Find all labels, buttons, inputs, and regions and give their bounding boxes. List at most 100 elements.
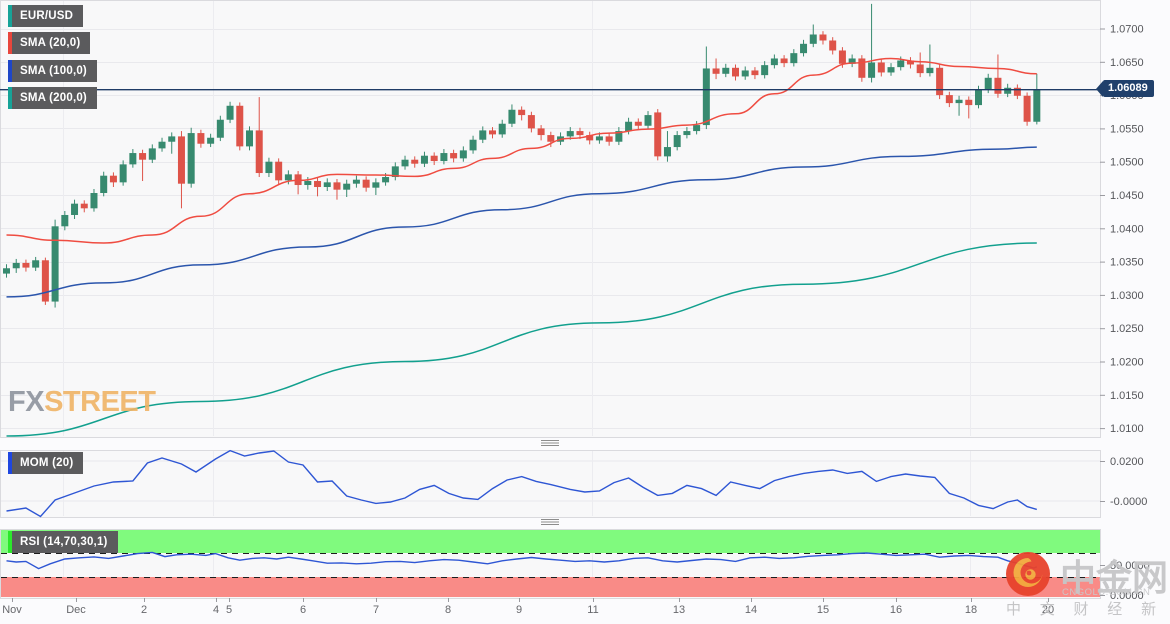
candle	[751, 70, 759, 76]
sma200-badge[interactable]: SMA (200,0)	[8, 87, 97, 109]
candle	[236, 105, 244, 147]
cngold-watermark-title: 中金网	[1060, 558, 1169, 599]
candle	[187, 133, 195, 184]
candle	[168, 136, 176, 142]
candle	[119, 164, 127, 183]
rsi-badge[interactable]: RSI (14,70,30,1)	[8, 531, 118, 553]
candle	[158, 141, 166, 149]
candle	[362, 179, 370, 188]
pane-splitter-grip-1[interactable]	[541, 440, 559, 448]
candle	[391, 166, 399, 178]
x-axis-label: 18	[965, 604, 977, 616]
cngold-watermark-domain: CNGOLD.COM.CN	[1062, 587, 1151, 598]
candle	[615, 131, 623, 142]
x-axis-label: 13	[673, 604, 685, 616]
candle	[450, 153, 458, 159]
candle	[401, 159, 409, 167]
y-axis-label: 1.0350	[1110, 257, 1144, 269]
candle	[3, 268, 10, 274]
candle	[207, 137, 215, 144]
cngold-watermark: 中金网 CNGOLD.COM.CN 中 文 财 经 新 媒 体	[1004, 548, 1170, 618]
y-axis-label: 50.0000	[1110, 560, 1150, 572]
candle	[994, 77, 1002, 94]
candle	[139, 153, 147, 160]
candle	[906, 60, 914, 65]
candle	[1023, 95, 1031, 122]
y-axis-label: 1.0700	[1110, 24, 1144, 36]
symbol-badge[interactable]: EUR/USD	[8, 5, 84, 27]
candle	[226, 105, 234, 120]
candle	[255, 130, 263, 174]
candle	[877, 62, 885, 73]
x-axis-label: 16	[890, 604, 902, 616]
cngold-watermark-tagline: 中 文 财 经 新 媒 体	[1006, 600, 1170, 618]
main-pane-plot-area[interactable]	[0, 0, 1101, 438]
candle	[955, 99, 963, 104]
sma20-badge[interactable]: SMA (20,0)	[8, 32, 91, 54]
rsi-overbought-band	[1, 530, 1100, 553]
y-axis-momentum: 0.0200 -0.0000	[1100, 456, 1147, 508]
y-axis-main: 1.07001.06501.06001.05501.05001.04501.04…	[1100, 24, 1144, 435]
rsi-badge-label: RSI (14,70,30,1)	[20, 536, 108, 548]
candle	[80, 203, 88, 209]
candle	[644, 115, 652, 126]
candle	[663, 147, 671, 157]
candle	[654, 112, 662, 157]
x-axis-label: 4	[213, 604, 219, 616]
candle	[100, 175, 108, 194]
candle	[440, 153, 448, 162]
candle	[489, 130, 496, 135]
x-axis-label: Dec	[66, 604, 86, 616]
x-axis-label: 11	[587, 604, 598, 616]
rsi-oversold-band	[1, 577, 1100, 597]
candle	[420, 155, 428, 164]
candle	[32, 260, 40, 268]
candle	[965, 99, 973, 106]
fxstreet-watermark-street: STREET	[44, 386, 156, 418]
candle	[1033, 89, 1041, 122]
candle	[508, 109, 516, 124]
candle	[897, 60, 905, 68]
x-axis-label: 20	[1042, 604, 1054, 616]
candle	[411, 159, 419, 164]
sma200-badge-label: SMA (200,0)	[20, 92, 87, 104]
y-axis-label: 1.0200	[1110, 357, 1144, 369]
candle	[537, 128, 545, 136]
candle	[761, 65, 769, 76]
candle	[586, 135, 594, 141]
y-axis-label: 1.0300	[1110, 290, 1144, 302]
sma100-badge[interactable]: SMA (100,0)	[8, 60, 97, 82]
y-axis-label: 0.0000	[1110, 590, 1144, 602]
candle	[547, 135, 555, 142]
sma200-line	[6, 242, 1037, 437]
candle	[129, 153, 137, 165]
candle	[216, 119, 224, 138]
candle	[177, 136, 185, 184]
candle	[625, 121, 633, 132]
price-tag-arrow-icon	[1096, 80, 1103, 97]
x-axis-labels: Nov Dec 2 4 5 6 7 8 9 11 13 14 15 16 18 20	[2, 598, 1054, 616]
candle	[829, 40, 837, 51]
y-axis-label: 1.0150	[1110, 390, 1144, 402]
candle	[809, 34, 817, 44]
candle	[702, 68, 710, 126]
x-axis-label: 7	[373, 604, 379, 616]
y-axis-label: 1.0650	[1110, 57, 1144, 69]
symbol-badge-label: EUR/USD	[20, 10, 74, 22]
momentum-badge[interactable]: MOM (20)	[8, 452, 84, 474]
candle	[372, 182, 380, 188]
candle	[459, 150, 467, 159]
candle	[382, 177, 390, 183]
candle	[109, 175, 117, 183]
momentum-badge-label: MOM (20)	[20, 457, 74, 469]
pane-splitter-grip-2[interactable]	[541, 519, 559, 527]
candle	[673, 135, 681, 148]
x-axis-label: 15	[817, 604, 829, 616]
candle	[838, 50, 846, 64]
candle	[936, 67, 944, 96]
candle	[90, 193, 98, 209]
y-axis-label: 0.0200	[1110, 456, 1144, 468]
rsi-line	[6, 551, 1038, 570]
candle	[566, 131, 574, 137]
candle	[275, 161, 283, 181]
